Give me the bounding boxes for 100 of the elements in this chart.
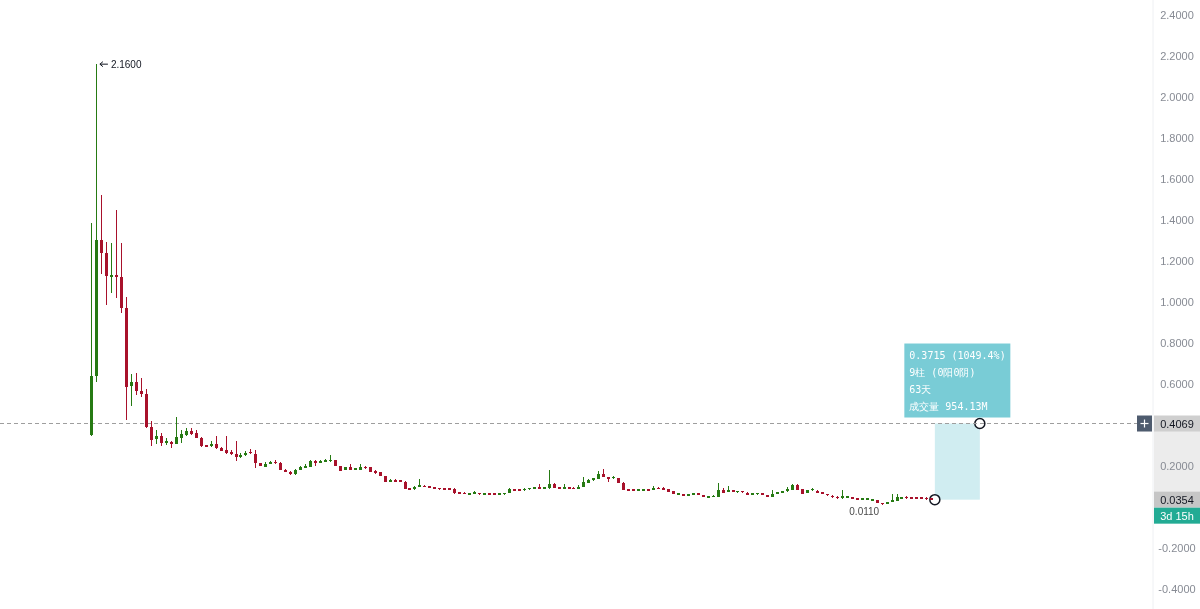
- y-tick-label: 0.6000: [1160, 377, 1194, 390]
- candlestick: [120, 243, 123, 313]
- candlestick: [180, 430, 183, 443]
- candlestick: [259, 463, 262, 466]
- candlestick: [746, 492, 749, 495]
- candlestick: [796, 484, 799, 490]
- y-tick-label: 1.8000: [1160, 131, 1194, 144]
- candlestick: [672, 491, 675, 494]
- candlestick: [274, 460, 277, 464]
- y-tick-label: -0.2000: [1158, 541, 1196, 554]
- candlestick: [339, 466, 342, 471]
- text: 0.0354: [1160, 493, 1194, 506]
- candlestick: [150, 421, 153, 446]
- candlestick: [816, 490, 819, 493]
- candlestick: [473, 491, 476, 494]
- candlestick: [597, 471, 600, 479]
- candlestick: [264, 462, 267, 467]
- candlestick: [289, 471, 292, 475]
- candlestick: [791, 484, 794, 490]
- y-tick-label: 0.8000: [1160, 336, 1194, 349]
- candlestick: [254, 450, 257, 468]
- candlestick: [806, 490, 809, 493]
- candlestick: [215, 436, 218, 449]
- candlestick: [235, 441, 238, 461]
- candlestick: [190, 428, 193, 435]
- candlestick: [175, 417, 178, 444]
- candlestick: [145, 389, 148, 428]
- candlestick: [195, 430, 198, 438]
- candlestick: [418, 479, 421, 487]
- candlestick: [453, 488, 456, 494]
- candlestick: [294, 469, 297, 475]
- candlestick: [344, 467, 347, 470]
- candlestick: [140, 378, 143, 397]
- candlestick: [100, 195, 103, 274]
- candlestick: [319, 460, 322, 463]
- candlestick: [577, 485, 580, 489]
- candlestick: [508, 488, 511, 493]
- candlestick: [115, 210, 118, 298]
- candlestick: [130, 374, 133, 406]
- candlestick: [841, 490, 844, 499]
- candlestick: [220, 447, 223, 451]
- candlestick: [404, 481, 407, 489]
- candlestick: [369, 467, 372, 472]
- candlestick: [389, 479, 392, 482]
- candlestick: [563, 484, 566, 489]
- candlestick: [210, 441, 213, 447]
- candlestick: [379, 472, 382, 476]
- candlestick: [771, 490, 774, 497]
- candlestick: [324, 459, 327, 462]
- y-tick-label: 2.4000: [1160, 8, 1194, 21]
- candlestick: [836, 496, 839, 499]
- ref-line-label: 0.4069: [1160, 417, 1194, 430]
- candlestick: [925, 497, 928, 500]
- candlestick: [786, 487, 789, 492]
- annotation: 0.0110: [849, 506, 880, 518]
- candlestick: [553, 483, 556, 488]
- candlestick: [667, 489, 670, 492]
- candlestick: [304, 464, 307, 468]
- candlestick: [170, 441, 173, 448]
- candlestick: [200, 437, 203, 447]
- candlestick: [244, 451, 247, 456]
- candlestick: [523, 488, 526, 491]
- candlestick: [309, 460, 312, 467]
- candlestick: [831, 495, 834, 498]
- candlestick: [230, 450, 233, 455]
- annotation: 63天: [909, 383, 932, 395]
- candlestick: [165, 438, 168, 445]
- candlestick: [374, 470, 377, 474]
- candlestick: [225, 436, 228, 454]
- candlestick: [896, 494, 899, 501]
- candlestick: [413, 486, 416, 490]
- candlestick: [314, 460, 317, 466]
- candlestick: [876, 500, 879, 503]
- y-tick-label: 2.0000: [1160, 90, 1194, 103]
- candlestick: [269, 461, 272, 464]
- candlestick: [299, 466, 302, 470]
- candlestick: [364, 466, 367, 469]
- y-tick-label: 2.2000: [1160, 49, 1194, 62]
- candlestick: [801, 489, 804, 494]
- text: 3d 15h: [1160, 509, 1194, 522]
- candlestick: [612, 476, 615, 479]
- candlestick: [617, 478, 620, 483]
- candlestick: [622, 482, 625, 490]
- candlestick: [349, 464, 352, 470]
- candlestick: [811, 488, 814, 491]
- candlestick: [384, 476, 387, 482]
- candlestick: [394, 479, 397, 482]
- candlestick: [95, 64, 98, 382]
- candlestick: [592, 478, 595, 481]
- annotation: 成交量 954.13M: [909, 400, 988, 412]
- candlestick: [717, 483, 720, 497]
- candlestick: [185, 428, 188, 436]
- y-tick-label: 1.6000: [1160, 172, 1194, 185]
- annotation: 9柱 (0阳0阴): [909, 366, 976, 378]
- y-tick-label: 1.4000: [1160, 213, 1194, 226]
- candlestick: [538, 484, 541, 489]
- candlestick: [652, 486, 655, 490]
- candlestick: [160, 433, 163, 446]
- candlestick: [90, 223, 93, 436]
- y-tick-label: -0.4000: [1158, 582, 1196, 595]
